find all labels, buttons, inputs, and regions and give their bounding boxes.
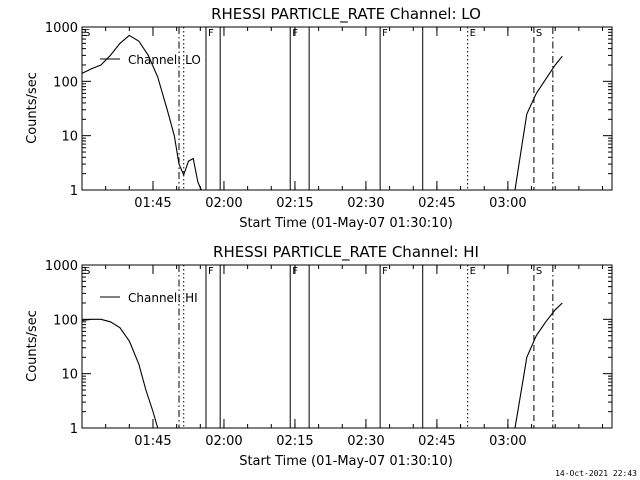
y-tick-label: 1 [70, 422, 78, 437]
x-tick-label: 02:00 [205, 196, 242, 211]
chart-title: RHESSI PARTICLE_RATE Channel: LO [211, 5, 481, 24]
event-marker-label: S [536, 28, 542, 39]
x-tick-label: 02:00 [205, 434, 242, 449]
event-marker-label: S [536, 266, 542, 277]
y-tick-label: 10 [61, 130, 78, 145]
event-marker-label: E [470, 266, 476, 277]
legend-label: Channel: HI [128, 291, 198, 305]
series-line [81, 318, 159, 429]
y-tick-label: 10 [61, 368, 78, 383]
x-tick-label: 02:30 [347, 196, 384, 211]
event-marker-label: S [84, 266, 90, 277]
y-tick-label: 100 [53, 75, 78, 90]
x-tick-label: 02:15 [276, 434, 313, 449]
y-axis-label: Counts/sec [25, 72, 40, 144]
event-marker-label: F [208, 266, 214, 277]
y-tick-label: 1000 [45, 259, 78, 274]
panel-lo: RHESSI PARTICLE_RATE Channel: LO Start T… [25, 5, 613, 231]
x-axis-label: Start Time (01-May-07 01:30:10) [239, 454, 453, 469]
series-line [514, 302, 563, 429]
plot-frame [81, 264, 613, 429]
y-tick-label: 1000 [45, 21, 78, 36]
x-tick-label: 02:45 [418, 434, 455, 449]
x-tick-label: 02:30 [347, 434, 384, 449]
x-axis-label: Start Time (01-May-07 01:30:10) [239, 216, 453, 231]
x-tick-label: 03:00 [489, 196, 526, 211]
panel-hi: RHESSI PARTICLE_RATE Channel: HI Start T… [25, 243, 613, 469]
legend-label: Channel: LO [128, 53, 201, 67]
y-tick-label: 1 [70, 184, 78, 199]
event-marker-label: F [292, 28, 298, 39]
y-tick-label: 100 [53, 313, 78, 328]
x-tick-label: 02:15 [276, 196, 313, 211]
event-marker-label: F [292, 266, 298, 277]
event-marker-label: F [208, 28, 214, 39]
x-tick-label: 01:45 [134, 196, 171, 211]
plot-frame [81, 26, 613, 191]
y-axis-label: Counts/sec [25, 310, 40, 382]
event-marker-label: E [470, 28, 476, 39]
x-tick-label: 01:45 [134, 434, 171, 449]
x-tick-label: 03:00 [489, 434, 526, 449]
x-tick-label: 02:45 [418, 196, 455, 211]
chart-title: RHESSI PARTICLE_RATE Channel: HI [213, 243, 479, 262]
footer-timestamp: 14-Oct-2021 22:43 [555, 469, 637, 478]
event-marker-label: S [84, 28, 90, 39]
event-marker-label: F [382, 28, 388, 39]
event-marker-label: F [382, 266, 388, 277]
series-line [514, 55, 563, 191]
